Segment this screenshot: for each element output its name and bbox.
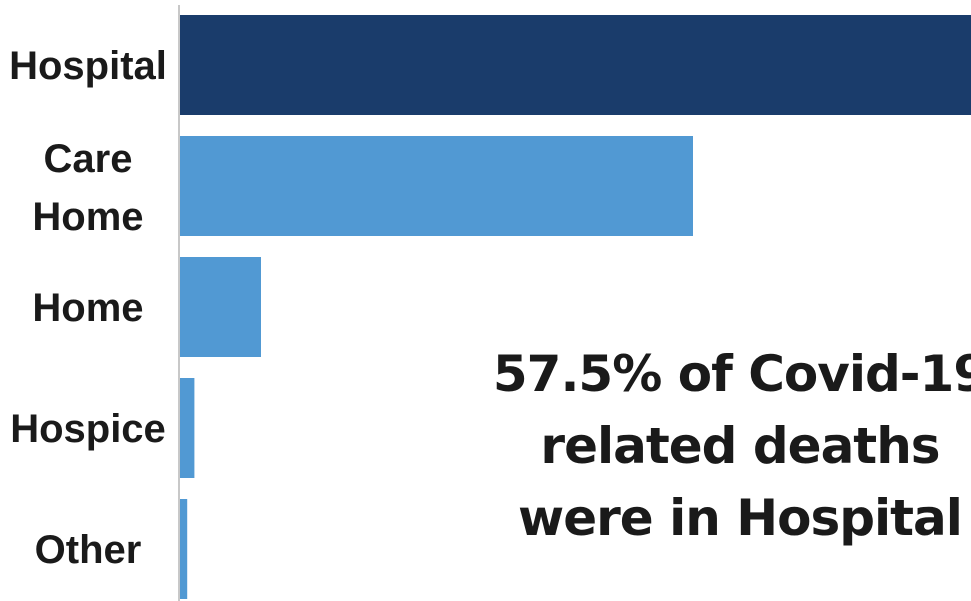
chart-annotation: 57.5% of Covid-19 related deaths were in… bbox=[470, 338, 971, 554]
category-label-hospice: Hospice bbox=[10, 407, 166, 451]
bar-care-home bbox=[180, 136, 693, 236]
bar-hospital bbox=[180, 15, 971, 115]
category-label-hospital: Hospital bbox=[9, 44, 167, 88]
bar-other bbox=[180, 499, 188, 599]
category-label-care-home: Care Home bbox=[32, 137, 143, 239]
bar-hospice bbox=[180, 378, 195, 478]
category-label-other: Other bbox=[35, 528, 142, 572]
category-label-home: Home bbox=[32, 286, 143, 330]
annotation-line-1: 57.5% of Covid-19 bbox=[492, 345, 971, 403]
annotation-line-3: were in Hospital bbox=[518, 489, 963, 547]
bar-home bbox=[180, 257, 261, 357]
annotation-line-2: related deaths bbox=[540, 417, 940, 475]
